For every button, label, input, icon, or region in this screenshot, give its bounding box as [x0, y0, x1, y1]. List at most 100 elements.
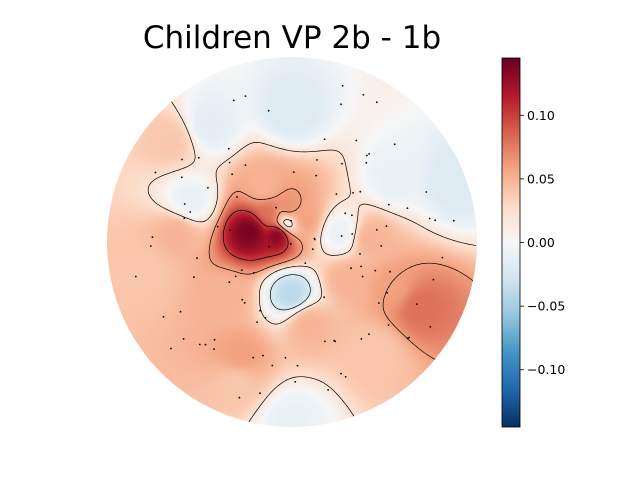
sensor-marker	[290, 243, 292, 245]
sensor-marker	[368, 333, 370, 335]
sensor-marker	[275, 206, 277, 209]
sensor-marker	[151, 236, 154, 239]
sensor-marker	[385, 225, 388, 228]
sensor-marker	[376, 229, 378, 231]
sensor-marker	[340, 372, 342, 375]
sensor-marker	[415, 303, 418, 305]
sensor-marker	[213, 338, 216, 341]
colorbar-tick-label: 0.00	[527, 235, 555, 250]
sensor-marker	[234, 275, 237, 278]
sensor-marker	[323, 138, 326, 141]
sensor-marker	[375, 101, 378, 104]
sensor-marker	[311, 248, 314, 251]
sensor-marker	[352, 192, 354, 194]
sensor-marker	[344, 212, 347, 215]
sensor-marker	[366, 154, 368, 157]
sensor-marker	[393, 143, 396, 146]
colorbar-gradient	[501, 57, 521, 428]
sensor-marker	[243, 302, 246, 304]
sensor-marker	[452, 219, 455, 222]
sensor-marker	[344, 376, 347, 378]
sensor-marker	[244, 95, 247, 97]
sensor-marker	[387, 324, 390, 326]
sensor-marker	[340, 235, 343, 237]
sensor-marker	[182, 338, 185, 340]
sensor-marker	[284, 356, 287, 359]
sensor-marker	[179, 310, 182, 313]
sensor-marker	[259, 309, 261, 312]
sensor-marker	[262, 354, 264, 357]
sensor-marker	[264, 317, 267, 319]
sensor-marker	[227, 147, 230, 150]
sensor-marker	[360, 265, 362, 268]
sensor-marker	[244, 164, 247, 167]
sensor-marker	[183, 217, 186, 220]
contour-line	[208, 188, 477, 366]
sensor-marker	[406, 337, 409, 340]
sensor-marker	[189, 211, 192, 213]
sensor-marker	[341, 162, 343, 165]
sensor-marker	[197, 156, 200, 159]
sensor-marker	[441, 256, 444, 259]
sensor-marker	[252, 356, 255, 359]
sensor-marker	[374, 269, 377, 272]
sensor-marker	[432, 278, 435, 281]
sensor-marker	[267, 109, 270, 112]
sensor-marker	[240, 269, 243, 271]
sensor-marker	[183, 203, 186, 205]
sensor-marker	[350, 267, 352, 270]
sensor-marker	[323, 296, 325, 299]
topomap-image	[107, 57, 477, 427]
contour-line	[222, 210, 289, 261]
sensor-marker	[361, 275, 364, 278]
sensor-marker	[359, 190, 362, 193]
sensor-markers	[134, 84, 455, 399]
sensor-marker	[290, 219, 292, 222]
sensor-marker	[198, 343, 201, 346]
sensor-marker	[406, 207, 409, 210]
sensor-marker	[315, 174, 318, 177]
sensor-marker	[313, 238, 316, 241]
sensor-marker	[232, 99, 235, 102]
sensor-marker	[231, 173, 234, 176]
sensor-marker	[425, 191, 428, 193]
colorbar-tick-label: −0.05	[527, 299, 565, 314]
sensor-marker	[204, 343, 207, 346]
contour-line	[269, 274, 311, 311]
sensor-marker	[324, 340, 326, 343]
sensor-marker	[170, 347, 172, 350]
sensor-marker	[362, 93, 365, 96]
topomap	[107, 57, 477, 427]
sensor-marker	[389, 270, 391, 273]
sensor-marker	[304, 262, 307, 264]
sensor-marker	[154, 171, 157, 174]
sensor-marker	[429, 326, 432, 328]
sensor-marker	[380, 245, 383, 247]
sensor-marker	[228, 281, 231, 284]
sensor-marker	[207, 186, 209, 189]
sensor-marker	[341, 84, 344, 87]
sensor-marker	[236, 196, 238, 198]
sensor-marker	[259, 392, 261, 395]
colorbar-ticks: 0.10 0.05 0.00 −0.05 −0.10	[520, 108, 565, 377]
sensor-marker	[296, 364, 299, 367]
sensor-marker	[292, 171, 295, 174]
sensor-marker	[213, 348, 215, 350]
sensor-marker	[180, 176, 183, 179]
sensor-marker	[268, 245, 270, 248]
sensor-marker	[334, 340, 337, 343]
sensor-marker	[388, 203, 390, 206]
sensor-marker	[428, 217, 431, 220]
sensor-marker	[368, 153, 370, 155]
sensor-marker	[256, 321, 258, 323]
sensor-marker	[386, 292, 388, 294]
sensor-marker	[327, 389, 329, 391]
sensor-marker	[193, 276, 195, 279]
sensor-marker	[181, 158, 183, 161]
sensor-marker	[365, 161, 368, 164]
sensor-marker	[238, 396, 241, 399]
sensor-marker	[216, 225, 219, 228]
sensor-marker	[149, 245, 152, 247]
sensor-marker	[340, 103, 342, 106]
sensor-marker	[229, 229, 232, 232]
